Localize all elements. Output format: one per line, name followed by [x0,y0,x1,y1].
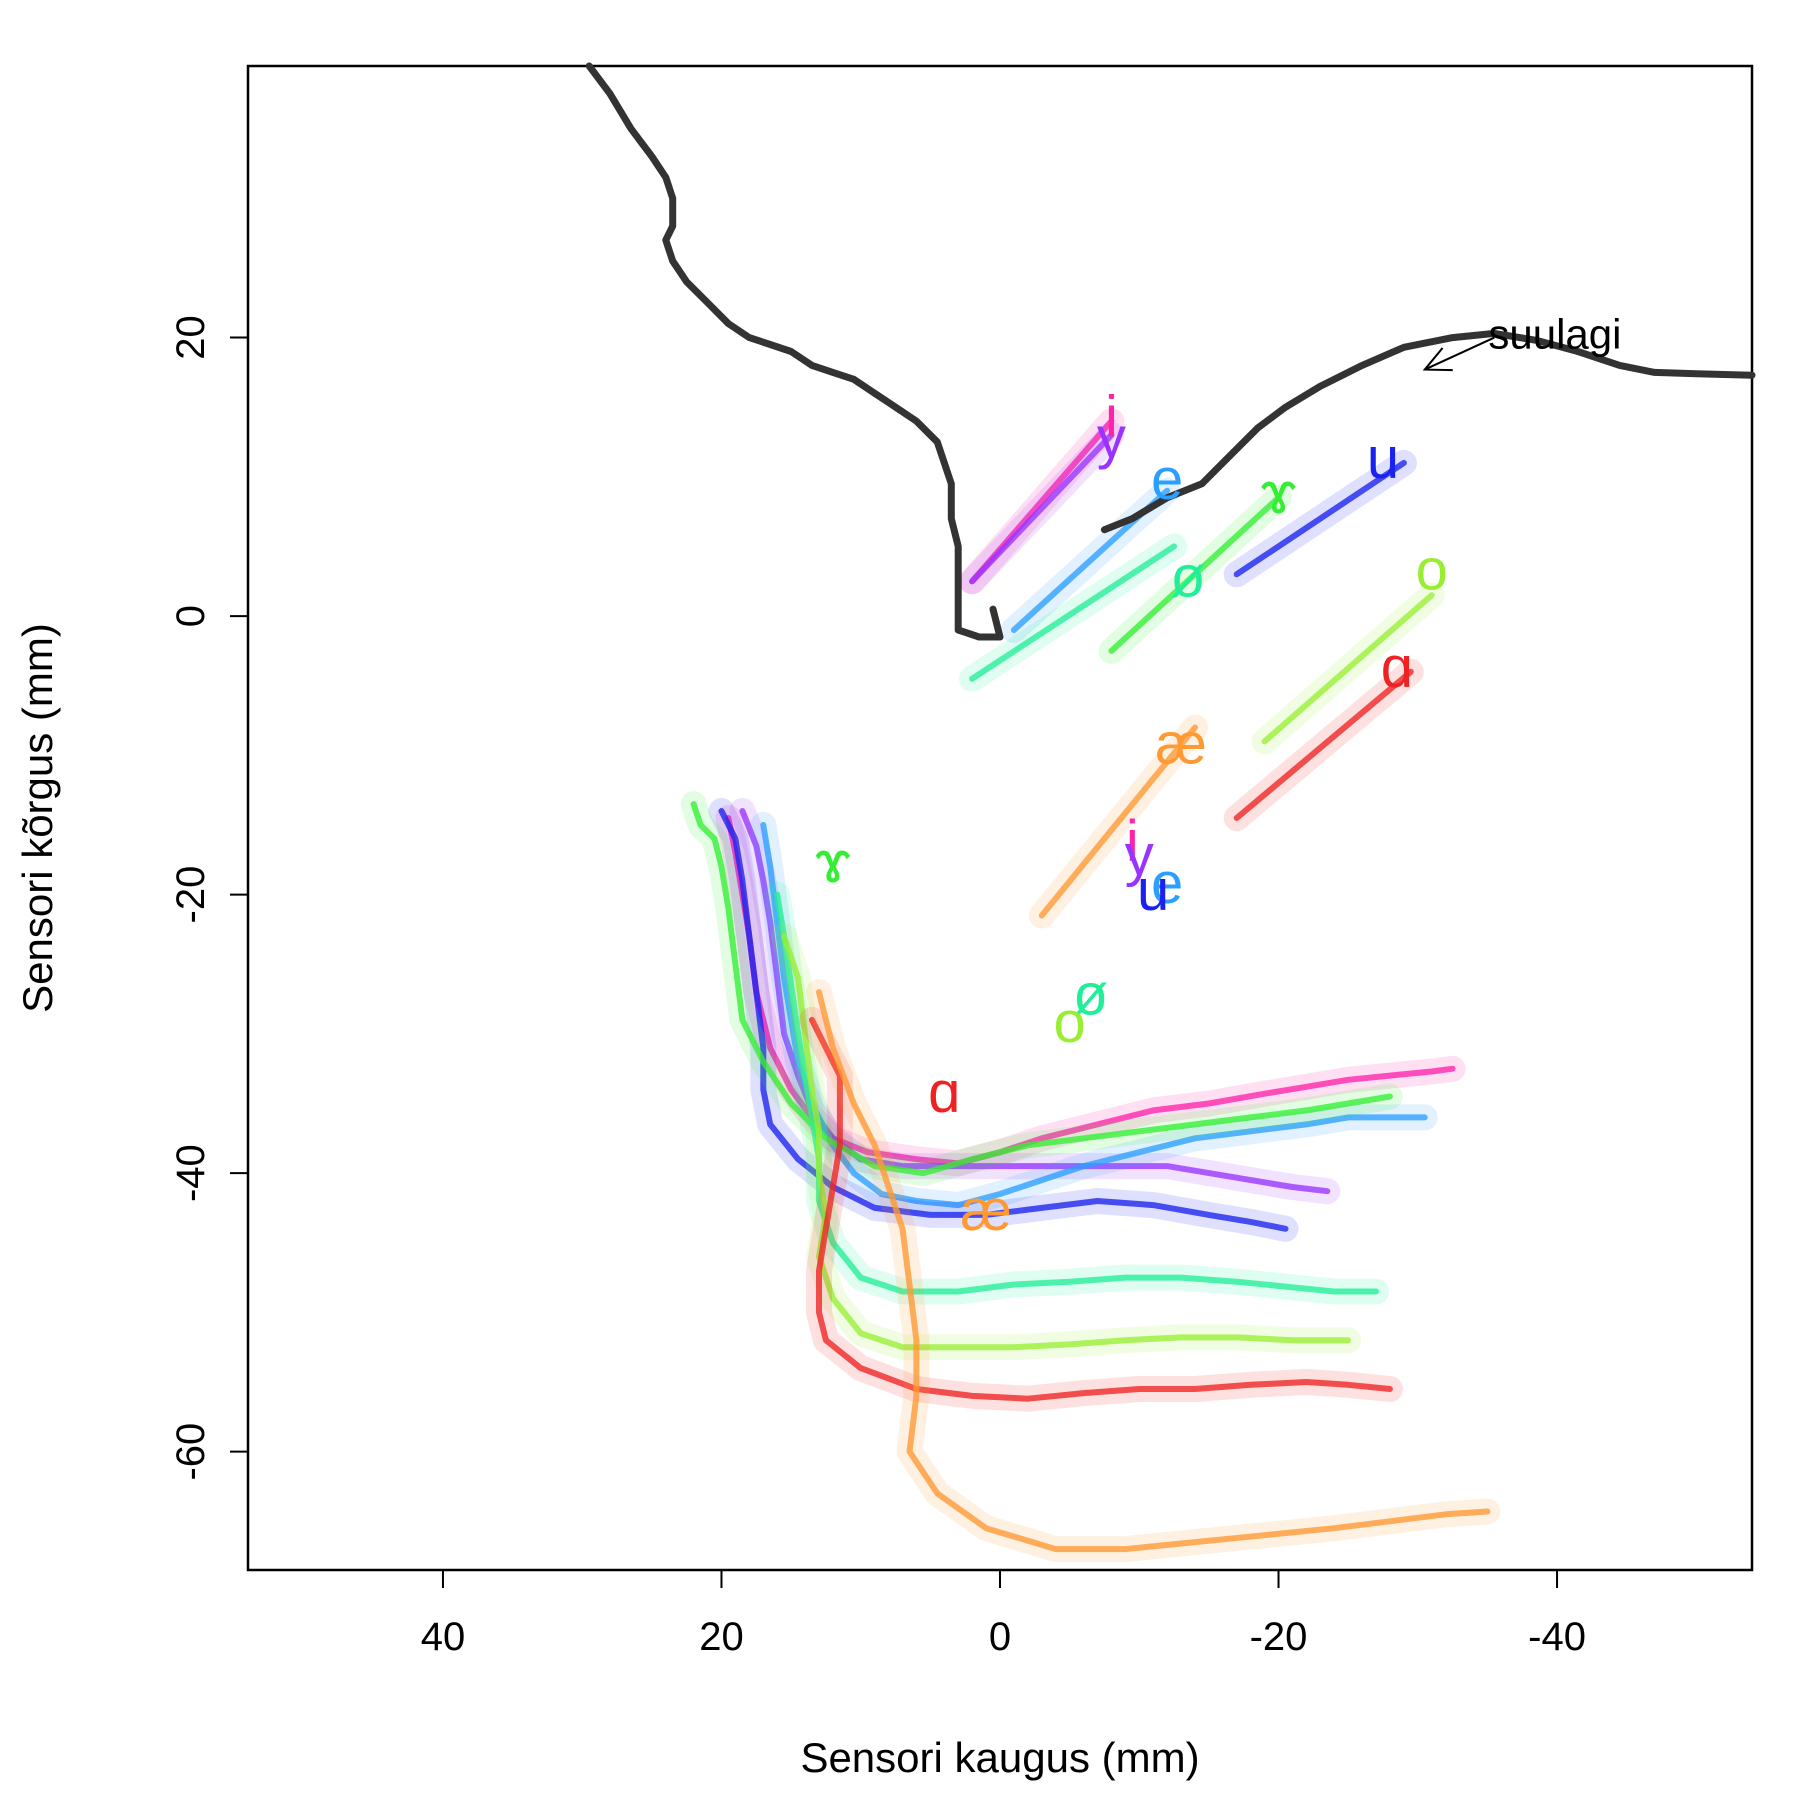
series-2-tongue-line [760,822,1428,1209]
vowel-label-4-upper: ɤ [1261,461,1297,526]
vowel-label-8-upper: æ [1155,712,1207,777]
x-tick-label-3: -20 [1250,1615,1308,1659]
y-tick-label-4: 20 [169,315,213,360]
vowel-label-5-lower: ø [1073,962,1108,1027]
vowel-label-8-lower: æ [960,1178,1012,1243]
x-tick-label-0: 40 [421,1615,466,1659]
x-axis-title: Sensori kaugus (mm) [800,1734,1199,1781]
palate-line [1100,329,1756,534]
series-8 [806,714,1501,1563]
series-6-upper-line [1261,592,1435,745]
vowel-label-3-lower: u [1137,858,1169,923]
vowel-label-0-upper: i [1105,384,1118,449]
x-tick-label-1: 20 [699,1615,744,1659]
series-4-upper-line [1108,494,1282,654]
x-tick-label-4: -40 [1528,1615,1586,1659]
vowel-label-0-lower: i [1126,809,1139,874]
series-4 [680,484,1403,1187]
y-tick-label-3: 0 [169,605,213,627]
vowel-label-3-upper: u [1367,426,1399,491]
axes-layer: 40 20 0 -20 -40 -60 -40 -20 0 20 [169,315,1586,1659]
series-7-tongue-line [809,1016,1393,1402]
series-5 [764,533,1389,1305]
vowel-label-5-upper: ø [1170,545,1205,610]
vowel-label-7-lower: ɑ [928,1060,960,1125]
series-5-upper-line [969,543,1178,682]
series-8-tongue-line [816,989,1491,1553]
pharynx-wall-line [585,62,1004,641]
vowel-label-1-upper: y [1097,405,1126,470]
series-6-tongue-line [781,933,1352,1351]
series-6 [771,582,1445,1361]
y-tick-label-0: -60 [169,1423,213,1481]
series-1-upper-line [969,432,1115,585]
vowel-label-6-upper: o [1416,538,1448,603]
series-8-upper-line [1038,724,1198,919]
vowel-label-2-upper: e [1151,447,1183,512]
y-tick-label-1: -40 [169,1144,213,1202]
series-7-upper-line [1233,668,1414,821]
palate-arrow-shaft [1424,336,1495,371]
y-axis-title: Sensori kõrgus (mm) [14,623,61,1013]
series-4-tongue-line [690,801,1393,1177]
x-tick-label-2: 0 [989,1615,1011,1659]
series-5-tongue-line [774,891,1379,1295]
vowel-label-7-upper: ɑ [1381,635,1413,700]
vowel-label-4-lower: ɤ [815,830,851,895]
tongue-curves-layer [585,62,1756,1563]
y-tick-label-2: -20 [169,866,213,924]
vowel-label-6-lower: o [1053,990,1085,1055]
vowel-label-2-lower: e [1151,851,1183,916]
vowel-label-1-lower: y [1125,823,1154,888]
palate-label: suulagi [1488,311,1621,358]
series-7 [799,658,1424,1412]
series-3-upper-line [1233,459,1407,578]
palate-arrow-head [1422,347,1453,372]
